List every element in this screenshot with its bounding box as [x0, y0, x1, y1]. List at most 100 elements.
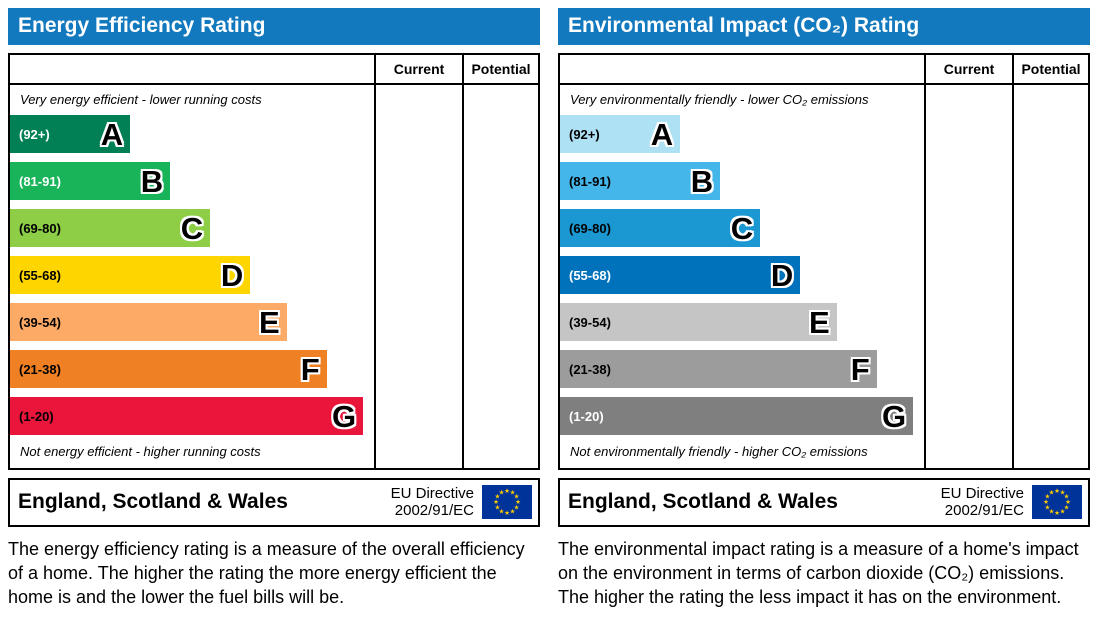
energy-chart-box: Current Potential Very energy efficient … — [8, 53, 540, 470]
band-range-label: (81-91) — [19, 173, 61, 189]
band-letter: E — [808, 304, 830, 340]
band-letter: B — [690, 163, 714, 199]
rating-band-a: (92+) A — [10, 115, 131, 153]
energy-potential-column — [462, 85, 538, 468]
svg-text:★: ★ — [1049, 508, 1055, 516]
region-label: England, Scotland & Wales — [18, 490, 288, 514]
header-spacer — [560, 55, 924, 85]
rating-band-a: (92+) A — [560, 115, 681, 153]
epc-rating-page: Energy Efficiency Rating Current Potenti… — [8, 8, 1090, 609]
environment-potential-column — [1012, 85, 1088, 468]
rating-band-f: (21-38) F — [560, 350, 877, 388]
band-letter: E — [258, 304, 280, 340]
band-letter: D — [220, 257, 244, 293]
rating-band-b: (81-91) B — [10, 162, 171, 200]
svg-text:★: ★ — [499, 508, 505, 516]
svg-text:★: ★ — [495, 504, 501, 512]
band-range-label: (55-68) — [569, 267, 611, 283]
band-letter: G — [331, 398, 357, 434]
header-spacer — [10, 55, 374, 85]
band-range-label: (69-80) — [569, 220, 611, 236]
svg-text:★: ★ — [1064, 493, 1070, 501]
svg-text:★: ★ — [1060, 489, 1066, 497]
svg-text:★: ★ — [1060, 508, 1066, 516]
svg-text:★: ★ — [504, 509, 510, 517]
current-column-header: Current — [924, 55, 1012, 85]
rating-band-d: (55-68) D — [560, 256, 801, 294]
energy-bands: (92+) A (81-91) B (69-80) C (55-68) D (39-54) E (2… — [10, 114, 374, 437]
band-letter: A — [650, 116, 674, 152]
svg-text:★: ★ — [1043, 498, 1049, 506]
energy-panel-title: Energy Efficiency Rating — [8, 8, 540, 45]
svg-text:★: ★ — [499, 489, 505, 497]
current-column-header: Current — [374, 55, 462, 85]
band-letter: B — [140, 163, 164, 199]
svg-text:★: ★ — [514, 493, 520, 501]
eu-directive-label: EU Directive 2002/91/EC — [390, 485, 474, 520]
energy-bottom-caption: Not energy efficient - higher running co… — [20, 444, 261, 459]
svg-text:★: ★ — [1064, 504, 1070, 512]
band-range-label: (21-38) — [569, 361, 611, 377]
energy-footer: England, Scotland & Wales EU Directive 2… — [8, 478, 540, 527]
band-letter: F — [850, 351, 870, 387]
eu-directive-label: EU Directive 2002/91/EC — [940, 485, 1024, 520]
eu-flag-icon: ★ ★ ★ ★ ★ ★ ★ ★ ★ ★ ★ ★ — [482, 485, 532, 520]
band-range-label: (92+) — [19, 126, 50, 142]
svg-text:★: ★ — [1045, 493, 1051, 501]
band-letter: A — [100, 116, 124, 152]
rating-band-d: (55-68) D — [10, 256, 251, 294]
svg-text:★: ★ — [493, 498, 499, 506]
rating-band-c: (69-80) C — [560, 209, 761, 247]
rating-band-e: (39-54) E — [10, 303, 287, 341]
svg-text:★: ★ — [1065, 498, 1071, 506]
svg-text:★: ★ — [1049, 489, 1055, 497]
environmental-impact-panel: Environmental Impact (CO₂) Rating Curren… — [558, 8, 1090, 609]
energy-description: The energy efficiency rating is a measur… — [8, 538, 525, 608]
environment-bottom-caption: Not environmentally friendly - higher CO… — [570, 444, 868, 459]
svg-text:★: ★ — [515, 498, 521, 506]
environment-panel-title: Environmental Impact (CO₂) Rating — [558, 8, 1090, 45]
band-letter: C — [730, 210, 754, 246]
svg-text:★: ★ — [495, 493, 501, 501]
rating-band-e: (39-54) E — [560, 303, 837, 341]
rating-band-f: (21-38) F — [10, 350, 327, 388]
rating-band-g: (1-20) G — [560, 397, 914, 435]
band-letter: F — [300, 351, 320, 387]
rating-band-g: (1-20) G — [10, 397, 364, 435]
energy-band-area: Very energy efficient - lower running co… — [10, 85, 374, 468]
environment-band-area: Very environmentally friendly - lower CO… — [560, 85, 924, 468]
rating-band-b: (81-91) B — [560, 162, 721, 200]
svg-text:★: ★ — [1054, 487, 1060, 495]
band-letter: D — [770, 257, 794, 293]
environment-current-column — [924, 85, 1012, 468]
rating-band-c: (69-80) C — [10, 209, 211, 247]
band-range-label: (21-38) — [19, 361, 61, 377]
band-range-label: (81-91) — [569, 173, 611, 189]
band-letter: G — [881, 398, 907, 434]
environment-bands: (92+) A (81-91) B (69-80) C (55-68) D (39-54) E (2… — [560, 114, 924, 437]
energy-current-column — [374, 85, 462, 468]
environment-footer: England, Scotland & Wales EU Directive 2… — [558, 478, 1090, 527]
environment-chart-box: Current Potential Very environmentally f… — [558, 53, 1090, 470]
potential-column-header: Potential — [1012, 55, 1088, 85]
svg-text:★: ★ — [504, 487, 510, 495]
band-range-label: (1-20) — [19, 408, 54, 424]
svg-text:★: ★ — [1054, 509, 1060, 517]
band-range-label: (39-54) — [569, 314, 611, 330]
svg-text:★: ★ — [510, 508, 516, 516]
svg-text:★: ★ — [514, 504, 520, 512]
band-range-label: (1-20) — [569, 408, 604, 424]
environment-top-caption: Very environmentally friendly - lower CO… — [570, 92, 869, 107]
region-label: England, Scotland & Wales — [568, 490, 838, 514]
band-range-label: (39-54) — [19, 314, 61, 330]
potential-column-header: Potential — [462, 55, 538, 85]
environment-description: The environmental impact rating is a mea… — [558, 538, 1079, 608]
band-range-label: (92+) — [569, 126, 600, 142]
band-range-label: (69-80) — [19, 220, 61, 236]
band-range-label: (55-68) — [19, 267, 61, 283]
eu-flag-icon: ★ ★ ★ ★ ★ ★ ★ ★ ★ ★ ★ ★ — [1032, 485, 1082, 520]
svg-text:★: ★ — [1045, 504, 1051, 512]
energy-top-caption: Very energy efficient - lower running co… — [20, 92, 262, 107]
energy-efficiency-panel: Energy Efficiency Rating Current Potenti… — [8, 8, 540, 609]
band-letter: C — [180, 210, 204, 246]
